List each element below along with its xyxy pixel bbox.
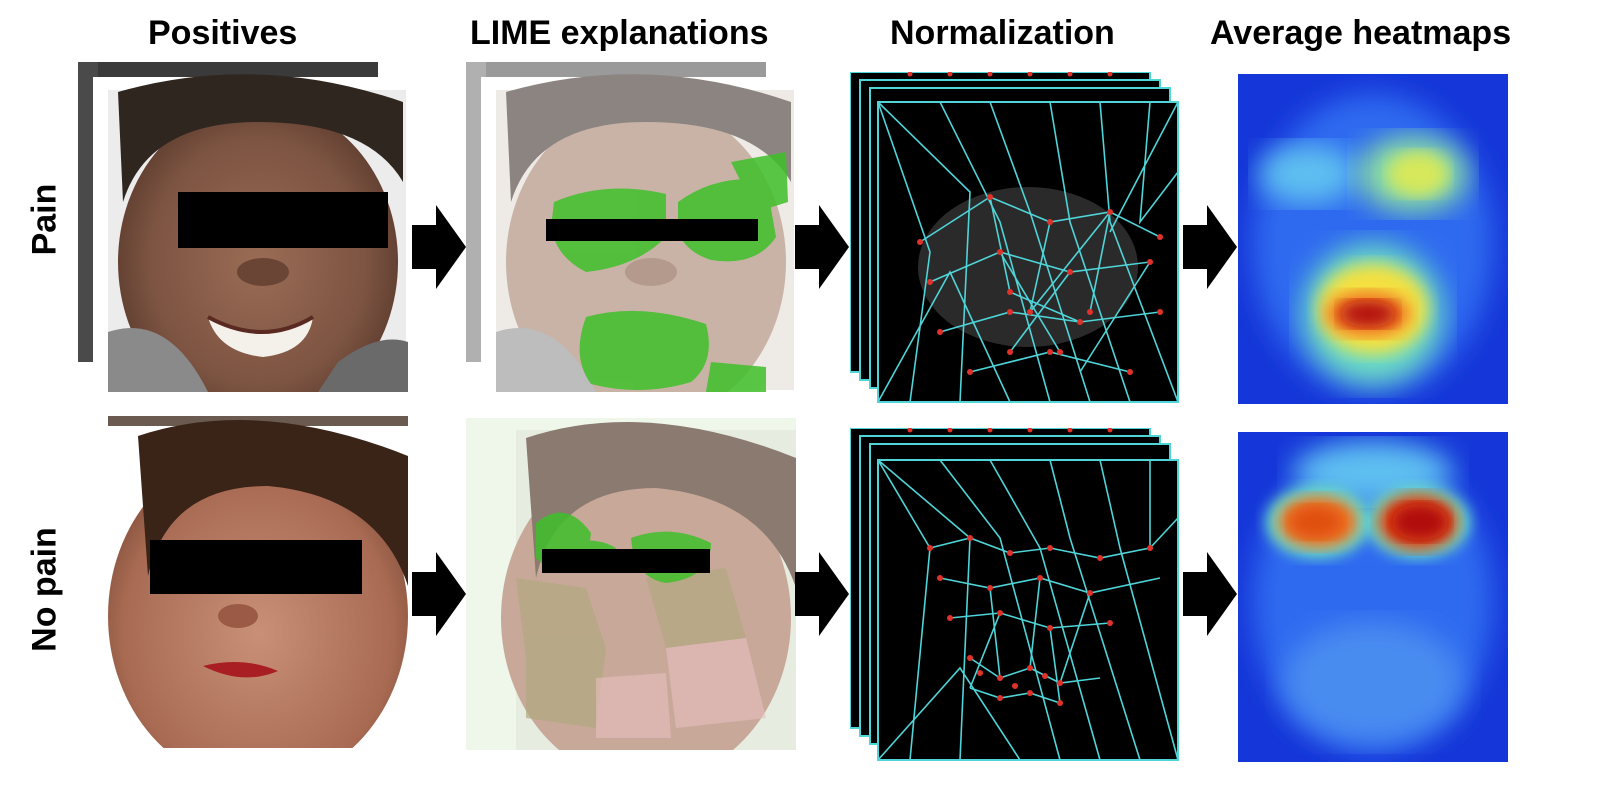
header-normalization: Normalization [890,14,1115,52]
arrow-icon [795,552,849,636]
header-lime-explanations: LIME explanations [470,14,769,52]
row-label-pain: Pain [25,183,64,256]
no-pain-average-heatmap [1238,432,1508,762]
header-positives: Positives [148,14,298,52]
pain-positive-photo-stack [78,62,408,392]
arrow-icon [795,205,849,289]
arrow-icon [1183,552,1237,636]
header-average-heatmaps: Average heatmaps [1210,14,1512,52]
arrow-icon [412,205,466,289]
no-pain-lime-explanation [466,418,796,750]
arrow-icon [1183,205,1237,289]
censor-bar [542,549,710,573]
pain-normalization-mesh [850,72,1180,404]
censor-bar [546,219,758,241]
no-pain-positive-photo-stack [78,416,408,748]
pain-lime-explanation [466,62,796,392]
censor-bar [178,192,388,248]
row-label-no-pain: No pain [25,527,64,652]
arrow-icon [412,552,466,636]
censor-bar [150,540,362,594]
no-pain-normalization-mesh [850,428,1180,762]
pain-average-heatmap [1238,74,1508,404]
